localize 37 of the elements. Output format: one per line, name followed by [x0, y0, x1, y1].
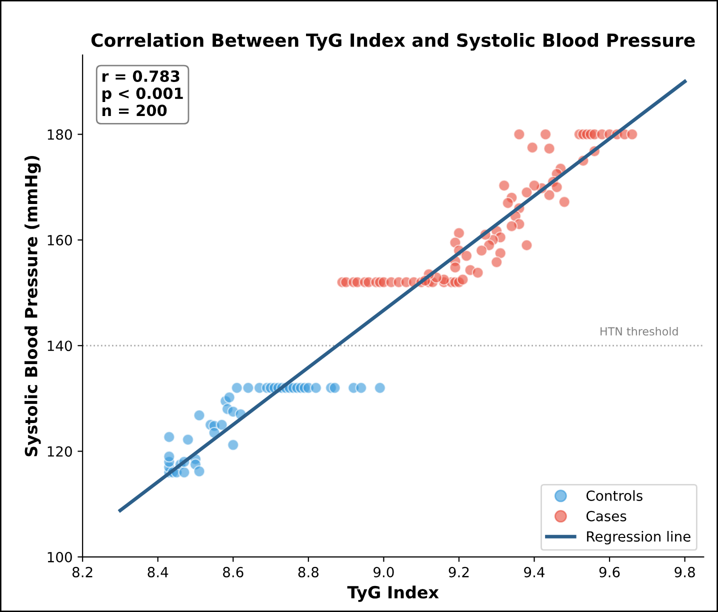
x-tick-label: 9.0: [374, 566, 394, 578]
chart-title: Correlation Between TyG Index and Systolic Blood Pressure: [91, 33, 695, 51]
point: [178, 466, 190, 478]
legend-label: Cases: [586, 510, 626, 522]
y-axis-title: Systolic Blood Pressure (mmHg): [24, 156, 41, 456]
x-tick-label: 9.4: [524, 566, 545, 578]
point: [216, 418, 228, 431]
point: [242, 382, 254, 394]
y-tick-label: 140: [48, 340, 72, 352]
x-tick-label: 8.8: [298, 566, 319, 578]
point: [230, 382, 243, 394]
point: [310, 382, 322, 394]
point: [163, 431, 176, 443]
y-tick-label: 180: [48, 129, 72, 140]
x-tick-label: 8.4: [148, 566, 168, 578]
legend-label: Regression line: [587, 530, 690, 544]
point: [193, 465, 206, 478]
annotation: r = 0.783 p < 0.001 n = 200: [102, 70, 183, 116]
ref-line-label: HTN threshold: [600, 326, 678, 336]
x-tick-label: 9.6: [599, 566, 620, 578]
x-axis-title: TyG Index: [347, 586, 439, 602]
y-tick-label: 160: [48, 234, 72, 246]
x-tick-label: 9.8: [674, 566, 695, 578]
point: [193, 409, 206, 422]
x-tick-label: 8.6: [223, 566, 244, 578]
point: [163, 450, 176, 462]
point: [223, 391, 236, 404]
point: [182, 434, 194, 446]
x-tick-label: 8.2: [72, 566, 92, 578]
y-tick-label: 100: [48, 552, 72, 562]
x-tick-label: 9.2: [448, 566, 469, 578]
legend-label: Controls: [586, 490, 642, 501]
point: [355, 382, 368, 394]
point: [328, 382, 341, 394]
y-tick-label: 120: [48, 446, 72, 457]
point: [374, 382, 386, 394]
point: [227, 438, 240, 451]
